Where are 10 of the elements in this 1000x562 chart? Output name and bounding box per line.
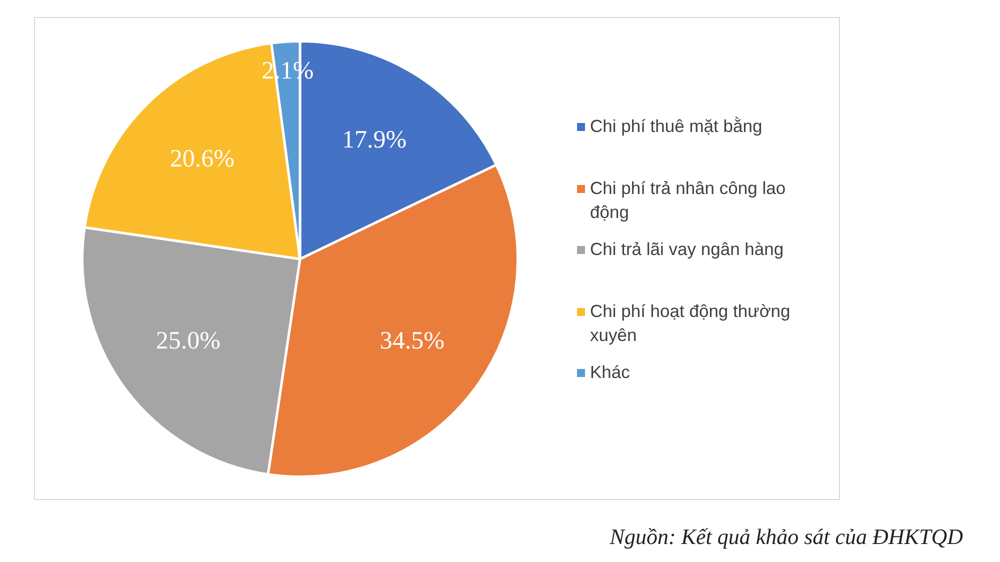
legend-label: Chi phí thuê mặt bằng xyxy=(590,115,764,138)
legend-label: Chi trả lãi vay ngân hàng xyxy=(590,238,785,261)
data-label: 20.6% xyxy=(170,145,234,172)
data-label: 25.0% xyxy=(156,328,220,355)
legend-label: Chi phí hoạt động thường xuyên xyxy=(590,300,792,346)
legend-label: Chi phí trả nhân công lao động xyxy=(590,176,787,224)
legend-label: Khác xyxy=(590,361,631,384)
data-label: 34.5% xyxy=(380,327,444,354)
data-label: 17.9% xyxy=(342,126,407,154)
text: Nguồn: Kết quả khảo sát của ĐHKTQD xyxy=(610,524,963,550)
